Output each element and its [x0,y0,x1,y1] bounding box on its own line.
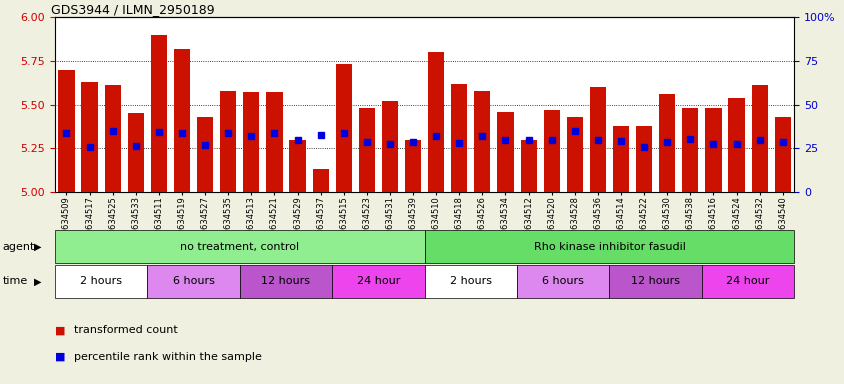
Bar [127,113,143,192]
Bar [612,126,628,192]
Text: ■: ■ [55,325,65,335]
Text: GDS3944 / ILMN_2950189: GDS3944 / ILMN_2950189 [51,3,214,16]
Bar [58,70,74,192]
Text: ▶: ▶ [34,242,41,252]
Text: 24 hour: 24 hour [726,276,769,286]
Bar [497,112,513,192]
Bar [381,101,398,192]
Bar [636,126,652,192]
Bar [197,117,213,192]
Text: 6 hours: 6 hours [542,276,583,286]
Bar [404,140,420,192]
Bar [266,93,282,192]
Bar [312,169,328,192]
Bar [658,94,674,192]
Bar [428,52,444,192]
Bar [220,91,236,192]
Text: 12 hours: 12 hours [261,276,310,286]
Bar [681,108,698,192]
Text: agent: agent [3,242,35,252]
Bar [150,35,167,192]
Text: 24 hour: 24 hour [356,276,399,286]
Bar [589,87,605,192]
Bar [289,140,306,192]
Bar [520,140,536,192]
Bar [359,108,375,192]
Bar [750,85,767,192]
Bar [728,98,744,192]
Bar [174,49,190,192]
Text: 12 hours: 12 hours [630,276,679,286]
Bar [81,82,98,192]
Text: Rho kinase inhibitor fasudil: Rho kinase inhibitor fasudil [533,242,684,252]
Bar [335,65,351,192]
Text: 2 hours: 2 hours [80,276,122,286]
Text: percentile rank within the sample: percentile rank within the sample [73,352,261,362]
Bar [451,84,467,192]
Text: ■: ■ [55,352,65,362]
Bar [243,93,259,192]
Bar [705,108,721,192]
Text: ▶: ▶ [34,276,41,286]
Bar [105,85,121,192]
Bar [473,91,490,192]
Text: 2 hours: 2 hours [449,276,491,286]
Text: time: time [3,276,28,286]
Bar [774,117,790,192]
Bar [566,117,582,192]
Text: 6 hours: 6 hours [172,276,214,286]
Bar [543,110,559,192]
Text: no treatment, control: no treatment, control [180,242,299,252]
Text: transformed count: transformed count [73,325,177,335]
